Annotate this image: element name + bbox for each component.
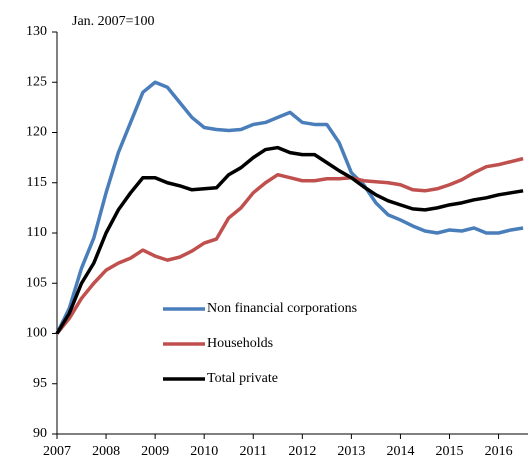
y-tick-label: 130 [26,24,47,39]
x-tick-label: 2015 [436,444,464,459]
x-tick-label: 2009 [141,444,169,459]
legend-label: Total private [207,371,278,386]
y-tick-label: 95 [33,376,47,391]
series-line [55,80,524,335]
x-tick-label: 2012 [288,444,316,459]
y-tick-label: 90 [33,426,47,441]
series-line [55,145,524,335]
y-tick-label: 105 [26,275,47,290]
y-tick-label: 125 [26,74,47,89]
x-tick-label: 2007 [43,444,71,459]
legend-label: Non financial corporations [207,301,357,316]
x-tick-label: 2016 [485,444,513,459]
x-tick-label: 2011 [240,444,267,459]
annotation: Jan. 2007=100 [72,14,155,29]
x-tick-label: 2010 [190,444,218,459]
y-tick-label: 115 [27,175,47,190]
y-tick-label: 100 [26,326,47,341]
x-tick-label: 2014 [386,444,414,459]
legend-label: Households [207,336,273,351]
series-line [55,156,524,335]
x-tick-label: 2013 [337,444,365,459]
y-tick-label: 120 [26,125,47,140]
y-tick-label: 110 [27,225,47,240]
x-tick-label: 2008 [92,444,120,459]
